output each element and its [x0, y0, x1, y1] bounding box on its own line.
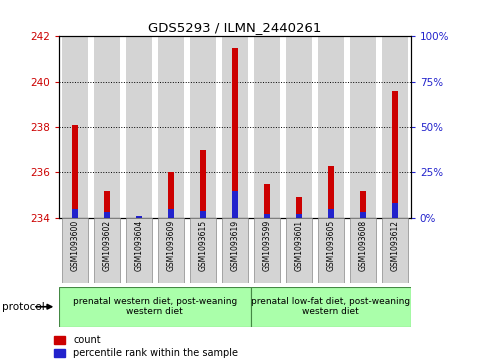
- Text: GSM1093612: GSM1093612: [389, 220, 398, 271]
- Text: GSM1093599: GSM1093599: [262, 220, 271, 271]
- Text: prenatal low-fat diet, post-weaning
western diet: prenatal low-fat diet, post-weaning west…: [251, 297, 409, 317]
- Text: GSM1093608: GSM1093608: [358, 220, 366, 271]
- Bar: [136, 216, 142, 218]
- Text: prenatal western diet, post-weaning
western diet: prenatal western diet, post-weaning west…: [72, 297, 236, 317]
- Text: GSM1093602: GSM1093602: [102, 220, 111, 271]
- Text: GSM1093609: GSM1093609: [166, 220, 175, 271]
- Bar: [264, 184, 269, 218]
- Bar: [125, 218, 151, 283]
- Bar: [103, 191, 109, 218]
- Bar: [189, 36, 215, 218]
- Bar: [381, 36, 407, 218]
- Bar: [327, 166, 333, 218]
- Bar: [250, 287, 410, 327]
- Text: GSM1093615: GSM1093615: [198, 220, 207, 271]
- Bar: [61, 36, 88, 218]
- Text: GSM1093605: GSM1093605: [325, 220, 335, 271]
- Title: GDS5293 / ILMN_2440261: GDS5293 / ILMN_2440261: [148, 21, 321, 34]
- Bar: [200, 211, 205, 218]
- Bar: [231, 48, 237, 218]
- Bar: [189, 218, 215, 283]
- Bar: [253, 218, 279, 283]
- Bar: [359, 212, 365, 218]
- Bar: [264, 214, 269, 218]
- Bar: [136, 216, 142, 218]
- Bar: [125, 36, 151, 218]
- Bar: [103, 212, 109, 218]
- Bar: [157, 218, 183, 283]
- Bar: [231, 191, 237, 218]
- Bar: [295, 197, 301, 218]
- Bar: [59, 287, 250, 327]
- Bar: [391, 91, 397, 218]
- Bar: [317, 36, 343, 218]
- Bar: [200, 150, 205, 218]
- Text: GSM1093601: GSM1093601: [294, 220, 303, 271]
- Text: GSM1093600: GSM1093600: [70, 220, 79, 271]
- Bar: [349, 36, 375, 218]
- Bar: [327, 209, 333, 218]
- Bar: [359, 191, 365, 218]
- Bar: [167, 209, 173, 218]
- Bar: [72, 209, 78, 218]
- Bar: [295, 214, 301, 218]
- Bar: [381, 218, 407, 283]
- Bar: [167, 172, 173, 218]
- Legend: count, percentile rank within the sample: count, percentile rank within the sample: [54, 335, 238, 358]
- Bar: [157, 36, 183, 218]
- Bar: [61, 218, 88, 283]
- Text: GSM1093619: GSM1093619: [230, 220, 239, 271]
- Bar: [317, 218, 343, 283]
- Text: protocol: protocol: [2, 302, 45, 312]
- Bar: [285, 218, 311, 283]
- Bar: [253, 36, 279, 218]
- Bar: [285, 36, 311, 218]
- Bar: [349, 218, 375, 283]
- Bar: [221, 36, 247, 218]
- Text: GSM1093604: GSM1093604: [134, 220, 143, 271]
- Bar: [72, 125, 78, 218]
- Bar: [391, 203, 397, 218]
- Bar: [93, 218, 120, 283]
- Bar: [93, 36, 120, 218]
- Bar: [221, 218, 247, 283]
